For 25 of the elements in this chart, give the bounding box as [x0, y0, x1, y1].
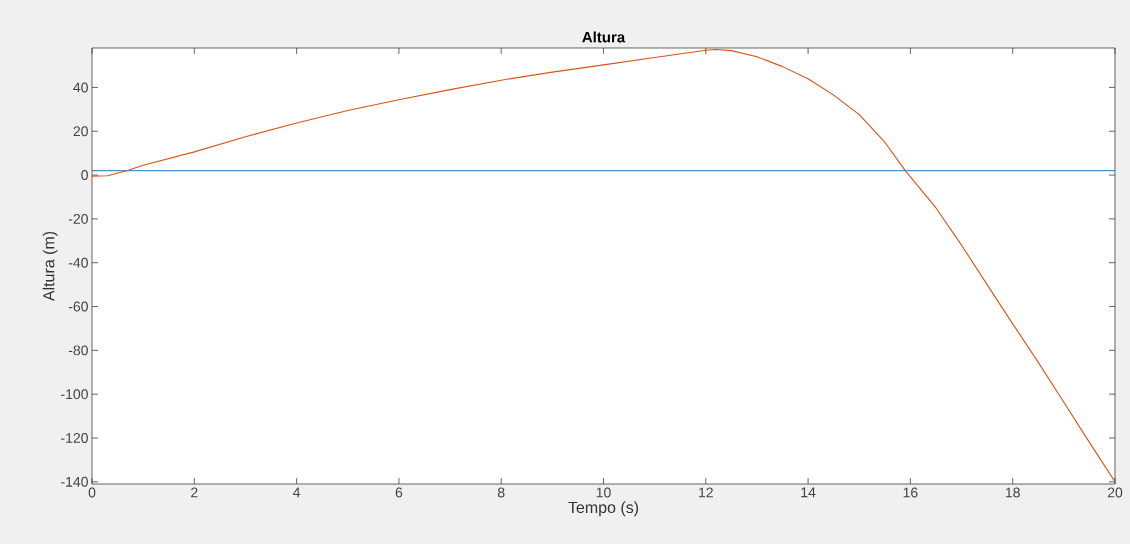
x-tick-label: 2 — [191, 487, 198, 498]
x-tick-label: 0 — [88, 487, 96, 498]
y-tick-label: -40 — [68, 257, 88, 268]
x-tick-label: 18 — [1005, 487, 1020, 498]
y-tick-label: -60 — [68, 301, 88, 312]
y-tick-label: 20 — [73, 126, 88, 137]
line-series — [92, 48, 1115, 483]
y-tick-label: -120 — [61, 433, 88, 443]
x-tick-label: 4 — [293, 487, 301, 498]
x-tick-label: 10 — [596, 487, 611, 498]
x-axis-title: Tempo (s) — [568, 501, 639, 517]
x-tick-label: 16 — [903, 487, 918, 498]
x-tick-label: 12 — [699, 487, 713, 498]
y-tick-label: -100 — [61, 389, 88, 400]
chart-title: Altura — [582, 31, 626, 43]
y-tick-label: 0 — [81, 170, 88, 181]
x-tick-label: 20 — [1107, 487, 1123, 498]
y-tick-label: -80 — [68, 345, 88, 356]
y-tick-label: -20 — [68, 213, 88, 224]
y-tick-label: 40 — [73, 82, 88, 93]
x-tick-label: 14 — [801, 487, 816, 498]
x-tick-label: 8 — [497, 487, 505, 498]
y-tick-label: -140 — [61, 476, 88, 487]
x-tick-label: 6 — [395, 487, 403, 498]
y-axis-title: Altura (m) — [42, 231, 58, 302]
